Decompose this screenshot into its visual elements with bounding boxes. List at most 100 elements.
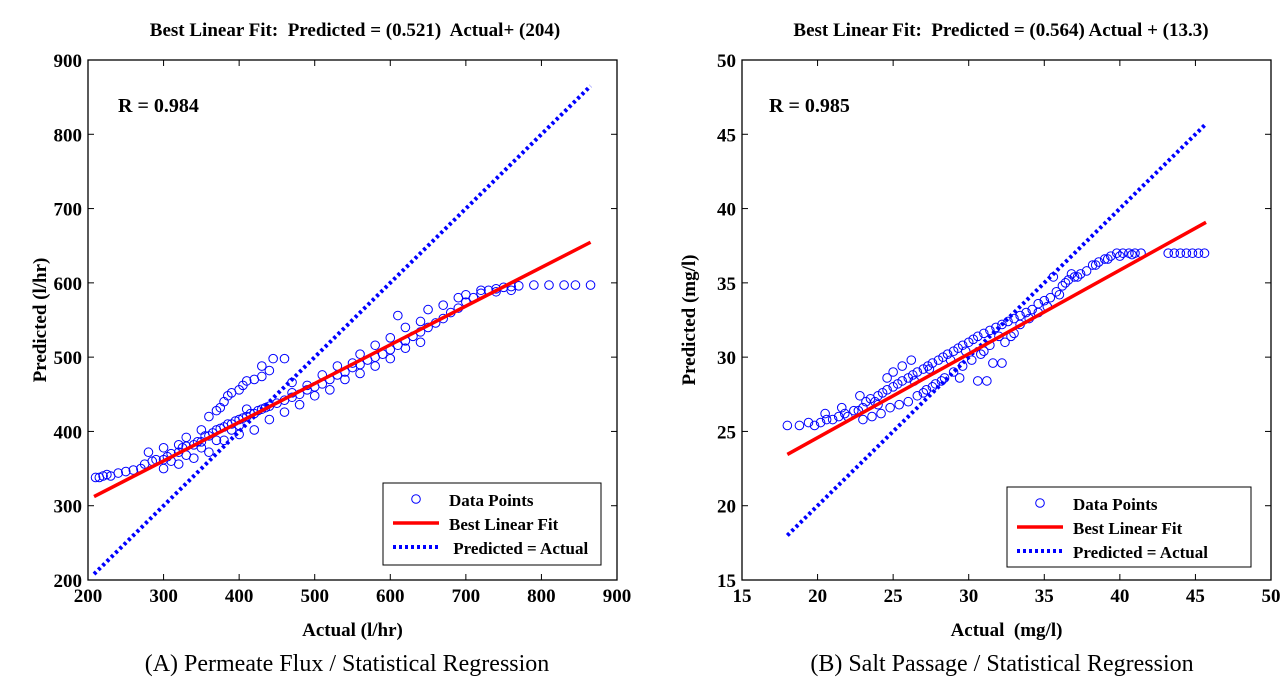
data-point <box>529 280 539 290</box>
data-point <box>1048 272 1059 282</box>
data-point <box>158 463 169 474</box>
data-point <box>1003 316 1013 327</box>
data-point <box>173 440 184 450</box>
data-point <box>997 319 1007 330</box>
data-point <box>1115 251 1125 261</box>
data-point <box>585 280 596 290</box>
data-point <box>1060 278 1071 288</box>
data-point <box>839 408 850 419</box>
data-point <box>204 447 214 458</box>
data-point <box>570 280 581 290</box>
x-tick-label: 50 <box>1262 586 1281 607</box>
data-point <box>930 379 941 389</box>
data-point <box>1069 272 1080 282</box>
x-tick-label: 400 <box>225 586 254 607</box>
data-point <box>400 322 411 333</box>
data-point <box>897 376 908 386</box>
data-point <box>128 465 139 475</box>
data-point <box>957 361 968 371</box>
data-point <box>219 435 229 446</box>
data-point <box>957 340 968 351</box>
data-point <box>1039 295 1050 306</box>
data-point <box>370 361 380 371</box>
data-point <box>513 281 524 291</box>
y-tick-label: 400 <box>54 422 83 443</box>
data-point <box>803 417 814 428</box>
y-tick-label: 40 <box>717 200 736 221</box>
x-tick-label: 300 <box>149 586 178 607</box>
data-point <box>836 402 847 413</box>
data-point <box>876 408 886 419</box>
data-point <box>820 408 830 419</box>
data-point <box>997 358 1007 368</box>
data-point <box>1112 248 1122 258</box>
data-point <box>927 382 938 392</box>
data-point <box>340 374 350 385</box>
data-point <box>858 414 868 425</box>
data-point <box>181 432 192 443</box>
x-tick-label: 40 <box>1110 586 1129 607</box>
data-point <box>1175 248 1186 258</box>
fit-line <box>93 240 592 499</box>
data-point <box>1009 313 1019 324</box>
data-point <box>1127 249 1137 260</box>
data-point <box>325 385 335 395</box>
legend: Data Points Best Linear Fit Predicted = Ac… <box>1006 486 1252 568</box>
data-point <box>1081 266 1092 276</box>
data-point <box>855 390 865 401</box>
data-point <box>982 376 992 386</box>
data-point <box>143 447 154 458</box>
legend-marker-points <box>411 494 421 504</box>
data-point <box>809 420 820 431</box>
legend: Data Points Best Linear Fit Predicted = A… <box>382 482 602 566</box>
y-tick-label: 600 <box>54 274 83 295</box>
data-point <box>415 316 426 327</box>
data-point <box>882 373 892 383</box>
data-point <box>1118 248 1128 258</box>
data-point <box>1057 281 1068 291</box>
y-tick-label: 50 <box>717 51 736 72</box>
x-tick-label: 15 <box>733 586 752 607</box>
data-point <box>287 377 297 388</box>
x-tick-label: 500 <box>300 586 329 607</box>
data-point <box>1102 254 1113 264</box>
x-axis-label: Actual (l/hr) <box>302 620 403 641</box>
data-point <box>257 361 267 371</box>
y-tick-label: 15 <box>717 571 736 592</box>
data-point <box>985 325 995 336</box>
data-point <box>942 349 953 359</box>
data-point <box>906 355 917 365</box>
data-point <box>924 364 935 374</box>
data-point <box>1163 248 1174 258</box>
y-axis-label: Predicted (mg/l) <box>679 254 700 385</box>
legend-label: Predicted = Actual <box>449 539 588 558</box>
legend-label: Data Points <box>1073 495 1158 514</box>
data-point <box>1093 257 1104 267</box>
data-point <box>264 414 275 425</box>
data-point <box>400 343 411 354</box>
chart-title: Best Linear Fit: Predicted = (0.564) Act… <box>793 20 1208 41</box>
data-point <box>897 361 908 371</box>
data-point <box>936 376 947 386</box>
data-point <box>438 300 448 310</box>
identity-line <box>92 84 592 576</box>
data-point <box>211 435 222 446</box>
data-point <box>461 289 471 300</box>
x-tick-label: 35 <box>1035 586 1054 607</box>
data-point <box>1054 289 1065 300</box>
figure-caption: (B) Salt Passage / Statistical Regressio… <box>810 651 1193 677</box>
data-point <box>1045 292 1056 303</box>
data-point <box>1066 269 1077 279</box>
data-point <box>279 407 290 417</box>
y-tick-label: 700 <box>54 200 83 221</box>
data-point <box>294 399 305 410</box>
data-point <box>979 328 989 339</box>
y-tick-label: 300 <box>54 497 83 518</box>
y-tick-label: 800 <box>54 125 83 146</box>
data-point <box>257 371 267 382</box>
data-point <box>1000 337 1010 348</box>
data-point <box>268 353 278 364</box>
data-point <box>882 385 892 395</box>
data-point <box>393 310 403 321</box>
